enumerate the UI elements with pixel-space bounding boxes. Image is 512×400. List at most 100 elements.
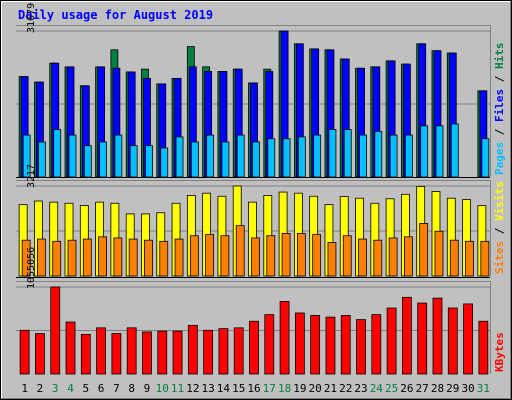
bar-kbytes-day-27 <box>417 302 428 375</box>
x-tick-label: 15 <box>232 382 245 395</box>
x-tick-label: 24 <box>370 382 384 395</box>
bar-sites-day-12 <box>189 235 199 277</box>
x-tick-label: 13 <box>202 382 215 395</box>
x-tick-label: 29 <box>446 382 459 395</box>
bar-pages-day-15 <box>236 134 245 178</box>
x-tick-label: 9 <box>144 382 151 395</box>
y-max-label: 31679 <box>26 3 37 33</box>
chart-title: Daily usage for August 2019 <box>18 8 213 22</box>
bar-kbytes-day-12 <box>187 324 198 375</box>
bar-sites-day-29 <box>449 239 459 277</box>
bar-pages-day-14 <box>221 141 230 178</box>
legend-part: KBytes <box>493 332 506 372</box>
legend-part: Pages <box>493 142 506 175</box>
bar-sites-day-15 <box>235 225 245 277</box>
x-tick-label: 23 <box>354 382 367 395</box>
bar-pages-day-3 <box>53 129 62 178</box>
x-tick-label: 4 <box>67 382 74 395</box>
bar-sites-day-28 <box>434 230 444 277</box>
panel-pages-files-hits: 31679 Pages / Files / Hits <box>16 3 506 178</box>
bar-kbytes-day-18 <box>279 301 290 375</box>
bar-sites-day-19 <box>296 233 306 277</box>
bar-kbytes-day-10 <box>157 330 168 375</box>
bar-sites-day-30 <box>465 240 474 277</box>
bar-kbytes-day-17 <box>264 314 275 375</box>
chart-panels: 31679 Pages / Files / Hits 3217 Sites / Vis… <box>16 3 506 375</box>
bar-sites-day-23 <box>358 238 367 277</box>
bar-kbytes-day-3 <box>50 286 61 375</box>
bar-sites-day-21 <box>327 242 337 277</box>
x-tick-label: 20 <box>309 382 322 395</box>
x-axis-day-labels: 1 2 3 4 5 6 7 8 9 10 11 12 13 14 15 16 17 18 19 20 21 22 23 24 2… <box>21 382 490 395</box>
y-max-label: 3217 <box>26 164 37 188</box>
panel-sites-visits: 3217 Sites / Visits <box>16 164 506 278</box>
bar-pages-day-7 <box>114 134 123 178</box>
bar-kbytes-day-23 <box>356 319 366 375</box>
bar-pages-day-6 <box>99 141 107 178</box>
bar-pages-day-5 <box>83 145 92 178</box>
bar-sites-day-8 <box>128 238 138 277</box>
bar-sites-day-6 <box>98 236 107 277</box>
bar-sites-day-25 <box>388 237 398 277</box>
x-tick-label: 11 <box>171 382 184 395</box>
x-tick-label: 18 <box>278 382 291 395</box>
x-tick-label: 2 <box>37 382 44 395</box>
x-tick-label: 31 <box>477 382 490 395</box>
bar-kbytes-day-20 <box>310 315 321 375</box>
bar-sites-day-5 <box>82 238 92 277</box>
bar-pages-day-27 <box>420 125 429 178</box>
bar-sites-day-16 <box>251 237 260 277</box>
bar-kbytes-day-5 <box>80 334 91 375</box>
bar-sites-day-24 <box>373 239 383 277</box>
bar-sites-day-14 <box>220 235 230 277</box>
legend-kbytes: KBytes <box>493 332 506 372</box>
bar-pages-day-21 <box>328 129 337 178</box>
bar-kbytes-day-25 <box>386 307 397 375</box>
bar-kbytes-day-6 <box>96 327 106 375</box>
x-tick-label: 22 <box>339 382 352 395</box>
x-tick-label: 3 <box>52 382 59 395</box>
legend-part: Sites <box>493 241 506 274</box>
bar-kbytes-day-8 <box>126 327 137 375</box>
x-tick-label: 19 <box>293 382 306 395</box>
bar-kbytes-day-1 <box>19 329 30 375</box>
bar-pages-day-2 <box>38 141 46 178</box>
legend-pages-files-hits: Pages / Files / Hits <box>493 43 506 176</box>
bar-pages-day-26 <box>405 134 413 178</box>
panel-kbytes: 1055056 KBytes <box>16 247 506 375</box>
bar-sites-day-20 <box>312 234 322 277</box>
bar-kbytes-day-19 <box>294 312 305 375</box>
x-tick-label: 21 <box>324 382 337 395</box>
bar-kbytes-day-22 <box>340 315 351 375</box>
bar-kbytes-day-21 <box>325 316 336 375</box>
bar-sites-day-17 <box>266 235 276 277</box>
x-tick-label: 27 <box>416 382 429 395</box>
bar-sites-day-7 <box>113 237 123 277</box>
bar-sites-day-4 <box>67 239 77 277</box>
bar-sites-day-13 <box>205 234 215 277</box>
bar-pages-day-13 <box>206 134 215 178</box>
bar-kbytes-day-14 <box>218 328 229 375</box>
legend-part: Visits <box>493 181 506 221</box>
x-tick-label: 5 <box>82 382 89 395</box>
x-tick-label: 12 <box>186 382 199 395</box>
legend-sites-visits: Sites / Visits <box>493 181 506 274</box>
bar-pages-day-28 <box>435 125 444 178</box>
x-tick-label: 16 <box>247 382 260 395</box>
bar-sites-day-31 <box>480 240 490 277</box>
x-tick-label: 7 <box>113 382 120 395</box>
y-max-label: 1055056 <box>26 247 37 289</box>
bar-pages-day-23 <box>359 134 367 178</box>
bar-pages-day-24 <box>374 130 383 178</box>
bar-kbytes-day-28 <box>432 297 443 375</box>
x-tick-label: 26 <box>400 382 413 395</box>
x-tick-label: 14 <box>217 382 231 395</box>
bar-kbytes-day-29 <box>447 307 458 375</box>
bar-sites-day-22 <box>342 235 352 277</box>
bar-sites-day-27 <box>419 223 429 277</box>
bar-pages-day-12 <box>190 141 199 178</box>
bar-kbytes-day-2 <box>35 333 45 375</box>
legend-part: / <box>493 122 506 142</box>
x-tick-label: 17 <box>263 382 276 395</box>
